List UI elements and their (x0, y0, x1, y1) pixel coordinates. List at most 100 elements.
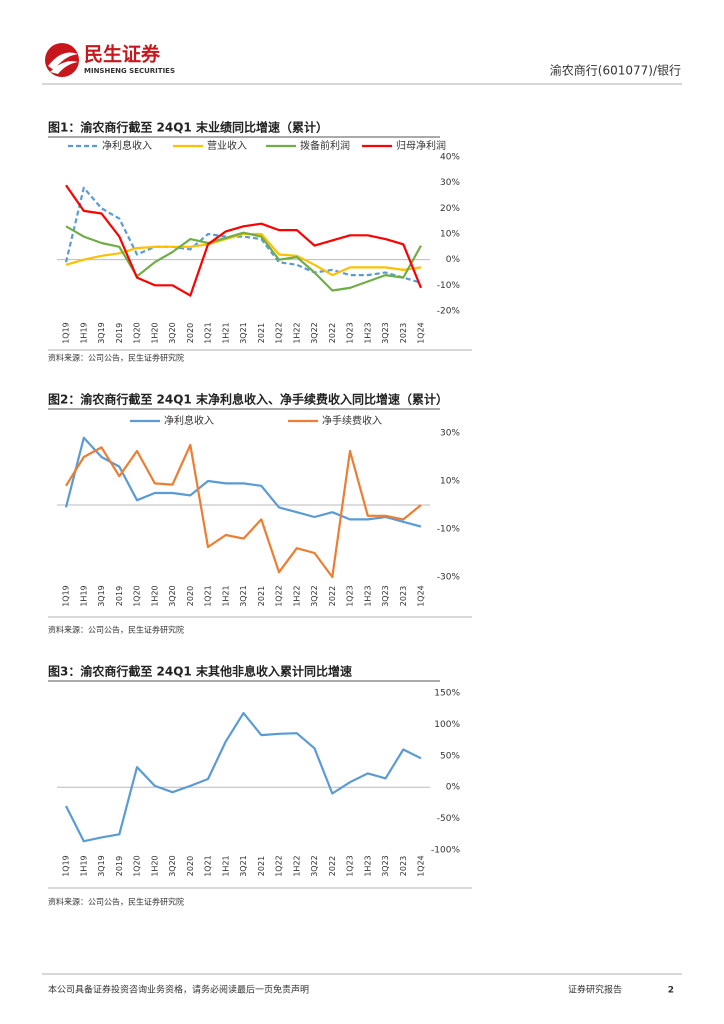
x-tick-label: 1H21 (221, 855, 230, 876)
x-tick-label: 2019 (115, 856, 124, 876)
x-tick-label: 1Q21 (204, 322, 213, 344)
x-tick-label: 2021 (257, 586, 266, 606)
y-tick-label: -50% (437, 814, 461, 824)
x-tick-label: 1Q20 (133, 855, 142, 877)
x-tick-label: 3Q20 (168, 855, 177, 877)
x-tick-label: 1H20 (150, 322, 159, 343)
y-tick-label: -10% (437, 525, 461, 535)
page-number: 2 (668, 986, 674, 996)
x-tick-label: 2022 (328, 323, 337, 343)
x-tick-label: 1Q19 (62, 855, 71, 877)
y-tick-label: 0% (446, 783, 461, 793)
x-tick-label: 2023 (399, 856, 408, 876)
x-tick-label: 1H23 (363, 322, 372, 343)
legend-label: 净利息收入 (164, 414, 214, 427)
x-tick-label: 3Q21 (239, 855, 248, 877)
x-tick-label: 1H20 (150, 855, 159, 876)
data-line (64, 186, 422, 284)
x-tick-label: 1H19 (79, 322, 88, 343)
figure-title: 图1：渝农商行截至 24Q1 末业绩同比增速（累计） (48, 120, 328, 135)
x-tick-label: 1H20 (150, 585, 159, 606)
x-tick-label: 2020 (186, 586, 195, 606)
x-tick-label: 3Q19 (97, 585, 106, 607)
x-tick-label: 3Q23 (381, 585, 390, 607)
x-tick-label: 1Q21 (204, 855, 213, 877)
x-tick-label: 1Q22 (275, 585, 284, 607)
x-tick-label: 3Q23 (381, 855, 390, 877)
x-tick-label: 1H21 (221, 585, 230, 606)
logo (45, 43, 79, 77)
y-tick-label: 10% (440, 230, 460, 240)
x-tick-label: 2021 (257, 856, 266, 876)
y-tick-label: 20% (440, 204, 460, 214)
legend-label: 净利息收入 (102, 139, 152, 152)
x-tick-label: 1H23 (363, 585, 372, 606)
x-tick-label: 2022 (328, 586, 337, 606)
data-line (65, 225, 422, 292)
x-tick-label: 2019 (115, 586, 124, 606)
x-tick-label: 3Q22 (310, 585, 319, 607)
disclaimer: 本公司具备证券投资咨询业务资格，请务必阅读最后一页免责声明 (48, 984, 309, 996)
stock: 渝农商行(601077)/银行 (550, 63, 681, 78)
x-tick-label: 2020 (186, 323, 195, 343)
data-line (65, 443, 422, 579)
y-tick-label: 40% (440, 153, 460, 163)
x-tick-label: 1H22 (292, 585, 301, 606)
data-line (65, 232, 422, 277)
figure-title: 图3：渝农商行截至 24Q1 末其他非息收入累计同比增速 (48, 664, 352, 679)
y-tick-label: 10% (440, 477, 460, 487)
x-tick-label: 2021 (257, 323, 266, 343)
x-tick-label: 1H19 (79, 855, 88, 876)
x-tick-label: 1Q24 (417, 585, 426, 607)
x-tick-label: 1Q22 (275, 855, 284, 877)
x-tick-label: 3Q21 (239, 322, 248, 344)
x-tick-label: 1H22 (292, 322, 301, 343)
source: 资料来源：公司公告，民生证券研究院 (48, 625, 184, 635)
y-tick-label: -10% (437, 281, 461, 291)
y-tick-label: 100% (434, 720, 460, 730)
x-tick-label: 1Q21 (204, 585, 213, 607)
x-tick-label: 1Q24 (417, 855, 426, 877)
x-tick-label: 1H23 (363, 855, 372, 876)
source: 资料来源：公司公告，民生证券研究院 (48, 897, 184, 907)
data-line (65, 184, 423, 297)
x-tick-label: 1Q22 (275, 322, 284, 344)
legend-label: 营业收入 (207, 139, 247, 152)
x-tick-label: 3Q22 (310, 322, 319, 344)
x-tick-label: 1Q24 (417, 322, 426, 344)
figure-title: 图2：渝农商行截至 24Q1 末净利息收入、净手续费收入同比增速（累计） (48, 392, 448, 407)
legend-label: 归母净利润 (396, 139, 446, 152)
y-tick-label: 50% (440, 751, 460, 761)
x-tick-label: 3Q20 (168, 585, 177, 607)
data-line (64, 436, 422, 528)
x-tick-label: 1Q19 (62, 585, 71, 607)
x-tick-label: 3Q19 (97, 322, 106, 344)
y-tick-label: 30% (440, 429, 460, 439)
x-tick-label: 1Q20 (133, 322, 142, 344)
x-tick-label: 1H19 (79, 585, 88, 606)
y-tick-label: -20% (437, 307, 461, 317)
x-tick-label: 2022 (328, 856, 337, 876)
x-tick-label: 3Q19 (97, 855, 106, 877)
x-tick-label: 2019 (115, 323, 124, 343)
x-tick-label: 1Q20 (133, 585, 142, 607)
x-tick-label: 1Q19 (62, 322, 71, 344)
report-type: 证券研究报告 (568, 984, 622, 996)
x-tick-label: 1H21 (221, 322, 230, 343)
x-tick-label: 3Q20 (168, 322, 177, 344)
y-tick-label: 0% (446, 255, 461, 265)
x-tick-label: 3Q22 (310, 855, 319, 877)
x-tick-label: 1Q23 (346, 585, 355, 607)
y-tick-label: -30% (437, 573, 461, 583)
y-tick-label: -100% (431, 846, 460, 856)
x-tick-label: 1H22 (292, 855, 301, 876)
x-tick-label: 3Q23 (381, 322, 390, 344)
data-line (65, 712, 422, 843)
x-tick-label: 1Q23 (346, 855, 355, 877)
brand: 民生证券 (84, 43, 161, 66)
source: 资料来源：公司公告，民生证券研究院 (48, 353, 184, 363)
x-tick-label: 2023 (399, 323, 408, 343)
legend-label: 拨备前利润 (300, 139, 350, 152)
x-tick-label: 3Q21 (239, 585, 248, 607)
